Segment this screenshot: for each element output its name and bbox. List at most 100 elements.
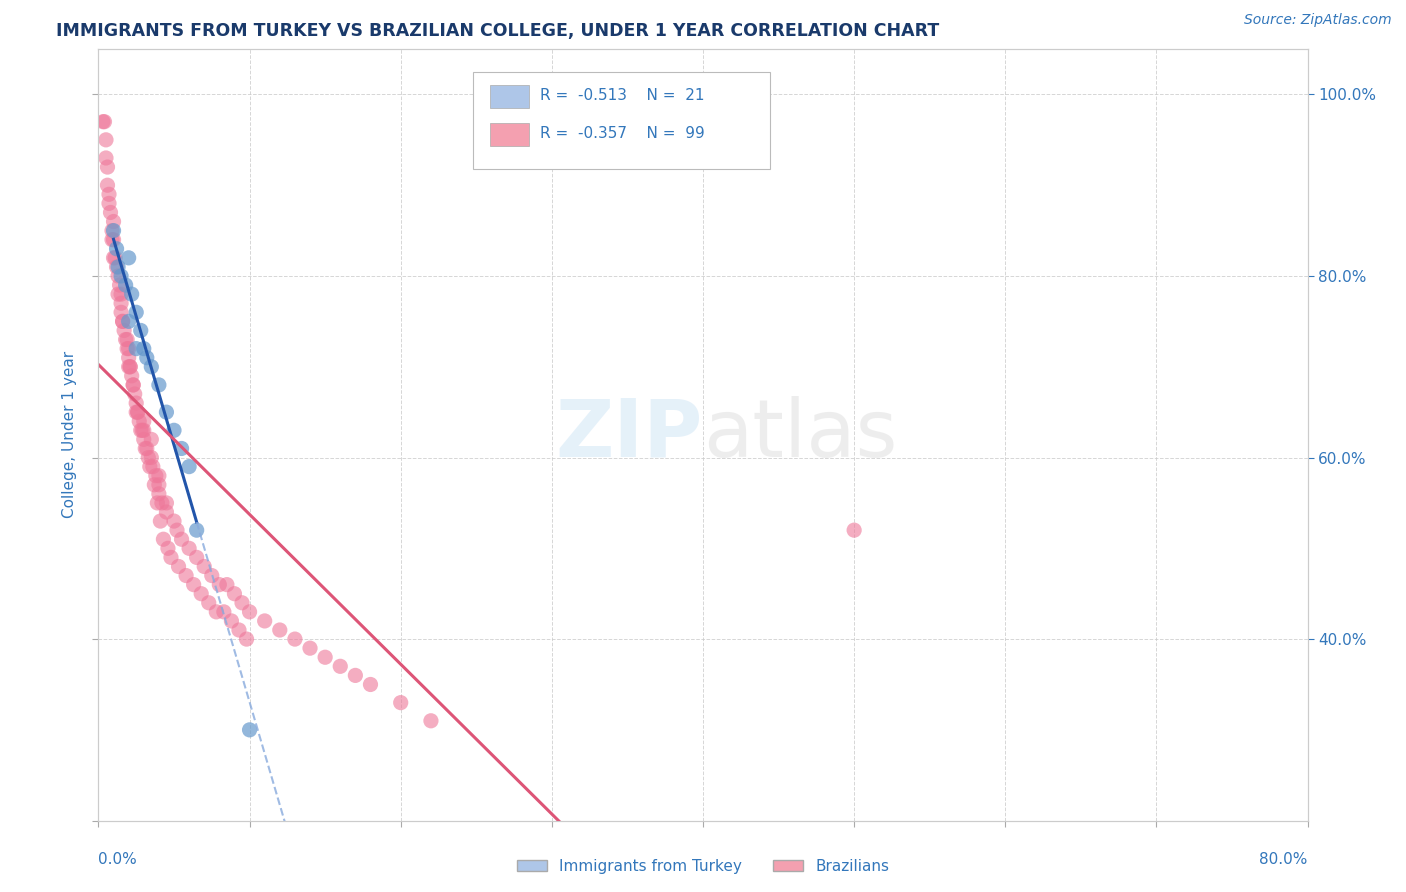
Text: Source: ZipAtlas.com: Source: ZipAtlas.com xyxy=(1244,13,1392,28)
Point xyxy=(101,224,124,238)
Point xyxy=(120,359,142,374)
Point xyxy=(103,224,125,238)
Point xyxy=(121,368,143,383)
Point xyxy=(269,623,291,637)
Point xyxy=(170,442,193,456)
Point xyxy=(91,114,114,128)
Point xyxy=(120,359,142,374)
Point xyxy=(115,342,138,356)
Point xyxy=(215,577,238,591)
Point xyxy=(128,414,150,428)
Point xyxy=(110,305,132,319)
Point xyxy=(135,442,157,456)
FancyBboxPatch shape xyxy=(474,72,769,169)
Point xyxy=(148,487,170,501)
Point xyxy=(136,450,159,465)
Point xyxy=(111,314,134,328)
Point xyxy=(111,314,134,328)
Point xyxy=(170,533,193,547)
Point xyxy=(239,723,262,737)
Point xyxy=(231,596,253,610)
Point xyxy=(110,296,132,310)
Point xyxy=(132,414,155,428)
Point xyxy=(299,641,322,656)
Point xyxy=(125,305,148,319)
Point xyxy=(112,323,135,337)
Point xyxy=(221,614,243,628)
Point xyxy=(108,278,131,293)
Point xyxy=(129,323,152,337)
Point xyxy=(167,559,190,574)
Point xyxy=(114,278,136,293)
Point xyxy=(139,459,162,474)
Point xyxy=(145,468,167,483)
Point xyxy=(122,378,145,392)
Point xyxy=(239,605,262,619)
Point xyxy=(389,696,412,710)
Point xyxy=(110,268,132,283)
Point xyxy=(105,260,128,274)
Point xyxy=(96,160,118,174)
Point xyxy=(160,550,183,565)
Point xyxy=(132,423,155,437)
Y-axis label: College, Under 1 year: College, Under 1 year xyxy=(62,351,77,518)
Text: 80.0%: 80.0% xyxy=(1260,853,1308,867)
Text: atlas: atlas xyxy=(703,396,897,474)
Text: 0.0%: 0.0% xyxy=(98,853,138,867)
Point xyxy=(118,314,141,328)
Point xyxy=(98,187,121,202)
Point xyxy=(100,205,122,219)
Point xyxy=(197,596,219,610)
Point xyxy=(132,342,155,356)
Point xyxy=(360,677,382,691)
Point xyxy=(131,423,153,437)
Point xyxy=(103,233,125,247)
Point xyxy=(150,496,173,510)
Point xyxy=(122,378,145,392)
Point xyxy=(118,351,141,365)
Point xyxy=(98,196,121,211)
Point xyxy=(125,396,148,410)
Text: ZIP: ZIP xyxy=(555,396,703,474)
Point xyxy=(118,359,141,374)
Point xyxy=(141,359,163,374)
Point xyxy=(156,541,179,556)
Point xyxy=(94,151,117,165)
Point xyxy=(132,433,155,447)
Point xyxy=(103,251,125,265)
Legend: Immigrants from Turkey, Brazilians: Immigrants from Turkey, Brazilians xyxy=(510,853,896,880)
Point xyxy=(125,405,148,419)
Point xyxy=(115,333,138,347)
Point xyxy=(183,577,205,591)
Point xyxy=(208,577,231,591)
Point xyxy=(107,268,129,283)
Point xyxy=(186,523,208,537)
Point xyxy=(146,496,169,510)
Point xyxy=(190,587,212,601)
Point xyxy=(420,714,443,728)
Point xyxy=(101,233,124,247)
Text: R =  -0.513    N =  21: R = -0.513 N = 21 xyxy=(540,87,704,103)
FancyBboxPatch shape xyxy=(491,123,529,146)
FancyBboxPatch shape xyxy=(491,85,529,108)
Point xyxy=(155,496,177,510)
Point xyxy=(149,514,172,528)
Point xyxy=(121,287,143,301)
Point xyxy=(148,468,170,483)
Point xyxy=(344,668,367,682)
Point xyxy=(228,623,250,637)
Point xyxy=(224,587,246,601)
Point xyxy=(141,450,163,465)
Point xyxy=(201,568,224,582)
Text: IMMIGRANTS FROM TURKEY VS BRAZILIAN COLLEGE, UNDER 1 YEAR CORRELATION CHART: IMMIGRANTS FROM TURKEY VS BRAZILIAN COLL… xyxy=(56,22,939,40)
Point xyxy=(134,442,156,456)
Point xyxy=(94,133,117,147)
Point xyxy=(118,251,141,265)
Point xyxy=(186,550,208,565)
Point xyxy=(148,477,170,491)
Point xyxy=(142,459,165,474)
Point xyxy=(179,459,201,474)
Point xyxy=(135,351,157,365)
Point xyxy=(125,342,148,356)
Point xyxy=(141,433,163,447)
